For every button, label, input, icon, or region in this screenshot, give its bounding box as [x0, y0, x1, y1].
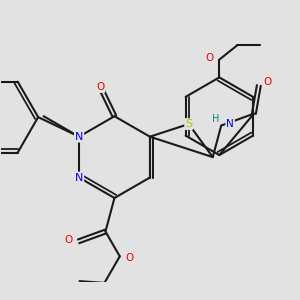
Text: O: O: [205, 53, 214, 63]
Text: N: N: [75, 132, 83, 142]
Text: S: S: [185, 119, 192, 129]
Text: O: O: [264, 77, 272, 87]
Text: H: H: [212, 114, 220, 124]
Text: N: N: [226, 119, 234, 129]
Text: O: O: [64, 235, 73, 244]
Text: O: O: [96, 82, 104, 92]
Text: N: N: [75, 172, 83, 183]
Text: O: O: [126, 253, 134, 263]
